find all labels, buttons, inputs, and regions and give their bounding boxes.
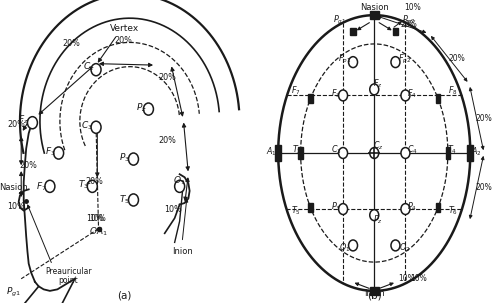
Text: Vertex: Vertex bbox=[110, 24, 139, 33]
Text: 20%: 20% bbox=[158, 136, 176, 145]
Circle shape bbox=[370, 148, 379, 158]
Text: 20%: 20% bbox=[401, 20, 418, 29]
Text: $P_{g1}$: $P_{g1}$ bbox=[6, 286, 21, 299]
FancyBboxPatch shape bbox=[308, 203, 313, 212]
FancyBboxPatch shape bbox=[467, 145, 474, 161]
Text: $C_z$: $C_z$ bbox=[83, 60, 94, 73]
Text: 10%: 10% bbox=[86, 214, 104, 223]
Text: $F_z$: $F_z$ bbox=[18, 113, 29, 126]
FancyBboxPatch shape bbox=[275, 145, 281, 161]
Text: 20%: 20% bbox=[476, 114, 493, 123]
Text: $T_5$: $T_5$ bbox=[291, 204, 300, 217]
Text: 10%: 10% bbox=[165, 205, 182, 214]
Text: 10%: 10% bbox=[410, 274, 427, 283]
Text: 10%: 10% bbox=[89, 214, 106, 223]
FancyBboxPatch shape bbox=[393, 28, 398, 35]
Text: $T_3$: $T_3$ bbox=[78, 178, 89, 191]
Text: $F_7$: $F_7$ bbox=[291, 85, 300, 97]
Circle shape bbox=[338, 204, 347, 215]
Circle shape bbox=[27, 117, 37, 129]
Circle shape bbox=[338, 90, 347, 101]
Circle shape bbox=[391, 240, 400, 251]
Circle shape bbox=[175, 180, 185, 192]
FancyBboxPatch shape bbox=[350, 28, 356, 35]
Text: $A_2$: $A_2$ bbox=[471, 145, 482, 158]
Circle shape bbox=[338, 148, 347, 158]
Circle shape bbox=[91, 121, 101, 133]
Text: $T_6$: $T_6$ bbox=[448, 204, 458, 217]
Circle shape bbox=[348, 240, 357, 251]
FancyBboxPatch shape bbox=[298, 147, 303, 159]
Text: 20%: 20% bbox=[158, 73, 176, 82]
Text: 20%: 20% bbox=[448, 54, 465, 63]
Circle shape bbox=[401, 90, 410, 101]
Text: $F_8$: $F_8$ bbox=[448, 85, 458, 97]
Text: Inion: Inion bbox=[364, 289, 385, 298]
Text: Inion: Inion bbox=[172, 247, 193, 256]
Text: $P_{g1}$: $P_{g1}$ bbox=[333, 14, 346, 27]
Text: 10%: 10% bbox=[7, 201, 25, 211]
Text: Nasion: Nasion bbox=[0, 183, 28, 192]
Text: $P_z$: $P_z$ bbox=[373, 214, 383, 226]
Text: $T_4$: $T_4$ bbox=[447, 143, 457, 156]
Text: $T_3$: $T_3$ bbox=[292, 143, 302, 156]
Text: 10%: 10% bbox=[405, 3, 421, 12]
Text: (a): (a) bbox=[118, 290, 132, 301]
Text: $P_z$: $P_z$ bbox=[136, 101, 146, 114]
Circle shape bbox=[370, 84, 379, 95]
FancyBboxPatch shape bbox=[370, 287, 379, 295]
Circle shape bbox=[91, 64, 101, 76]
Circle shape bbox=[143, 103, 153, 115]
Text: $F_z$: $F_z$ bbox=[373, 78, 383, 91]
Text: Preauricular: Preauricular bbox=[45, 267, 92, 276]
Circle shape bbox=[87, 180, 97, 192]
Text: $C_z$: $C_z$ bbox=[373, 140, 383, 152]
Text: $O_1$: $O_1$ bbox=[173, 174, 186, 187]
Circle shape bbox=[401, 148, 410, 158]
Text: 10%: 10% bbox=[398, 274, 415, 283]
Text: 20%: 20% bbox=[20, 161, 37, 170]
Circle shape bbox=[129, 194, 139, 206]
Text: $T_5$: $T_5$ bbox=[119, 194, 130, 206]
Text: (b): (b) bbox=[367, 290, 382, 301]
FancyBboxPatch shape bbox=[370, 11, 379, 19]
Text: $F_{p1}$: $F_{p1}$ bbox=[338, 52, 351, 66]
Circle shape bbox=[391, 57, 400, 68]
Text: $F_{p2}$: $F_{p2}$ bbox=[398, 52, 411, 66]
FancyBboxPatch shape bbox=[436, 94, 440, 103]
Text: $C_3$: $C_3$ bbox=[331, 143, 342, 156]
Text: $P_3$: $P_3$ bbox=[331, 200, 341, 213]
Circle shape bbox=[53, 147, 64, 159]
FancyBboxPatch shape bbox=[436, 203, 440, 212]
FancyBboxPatch shape bbox=[308, 94, 313, 103]
Text: $O_1$: $O_1$ bbox=[339, 241, 350, 254]
Text: point: point bbox=[59, 276, 78, 285]
Text: 20%: 20% bbox=[62, 39, 80, 48]
Text: $OA_1$: $OA_1$ bbox=[89, 225, 108, 238]
Text: $O_2$: $O_2$ bbox=[399, 241, 410, 254]
Text: $C_4$: $C_4$ bbox=[407, 143, 418, 156]
Circle shape bbox=[348, 57, 357, 68]
Text: $F_4$: $F_4$ bbox=[407, 87, 417, 100]
Circle shape bbox=[401, 204, 410, 215]
Text: $A_1$: $A_1$ bbox=[266, 145, 277, 158]
Text: $P_{g2}$: $P_{g2}$ bbox=[403, 14, 416, 27]
Text: $P_4$: $P_4$ bbox=[407, 200, 417, 213]
Text: $F_3$: $F_3$ bbox=[331, 87, 341, 100]
Text: $F_3$: $F_3$ bbox=[44, 145, 55, 158]
Text: 20%: 20% bbox=[115, 36, 132, 45]
Text: 20%: 20% bbox=[86, 177, 104, 186]
Text: 20%: 20% bbox=[7, 120, 25, 129]
FancyBboxPatch shape bbox=[446, 147, 450, 159]
Text: 20%: 20% bbox=[476, 183, 493, 192]
Circle shape bbox=[45, 180, 55, 192]
Text: $F_7$: $F_7$ bbox=[36, 180, 46, 193]
Circle shape bbox=[129, 153, 139, 165]
Circle shape bbox=[370, 210, 379, 221]
Text: Nasion: Nasion bbox=[360, 3, 389, 12]
Text: $P_3$: $P_3$ bbox=[119, 151, 130, 164]
Text: $C_3$: $C_3$ bbox=[81, 119, 93, 132]
